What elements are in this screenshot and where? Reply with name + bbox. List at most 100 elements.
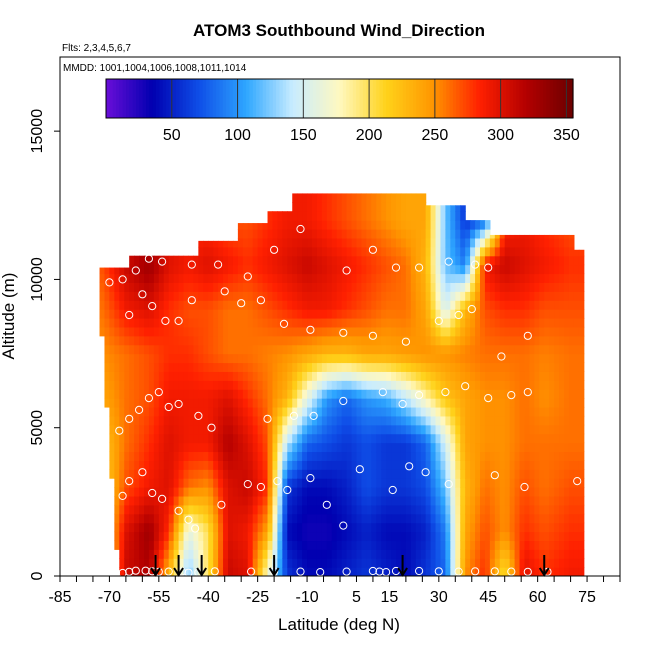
- heatmap-cell: [297, 469, 303, 479]
- heatmap-cell: [460, 371, 466, 381]
- heatmap-cell: [183, 522, 190, 533]
- heatmap-cell: [336, 415, 343, 426]
- heatmap-cell: [361, 522, 367, 533]
- heatmap-cell: [445, 220, 451, 230]
- heatmap-cell: [376, 460, 382, 470]
- heatmap-cell: [435, 549, 442, 559]
- heatmap-cell: [519, 513, 526, 524]
- heatmap-cell: [425, 291, 432, 301]
- heatmap-cell: [450, 389, 456, 399]
- heatmap-cell: [218, 451, 224, 461]
- heatmap-cell: [341, 424, 348, 435]
- heatmap-cell: [361, 317, 367, 328]
- y-tick-label: 15000: [29, 109, 46, 154]
- sample-point: [306, 474, 315, 483]
- heatmap-cell: [104, 317, 111, 328]
- heatmap-cell: [183, 442, 190, 453]
- heatmap-cell: [302, 424, 308, 435]
- heatmap-cell: [158, 549, 165, 559]
- heatmap-cell: [148, 478, 155, 488]
- heatmap-cell: [445, 558, 451, 568]
- heatmap-cell: [104, 389, 111, 399]
- heatmap-cell: [114, 344, 120, 355]
- heatmap-cell: [203, 451, 209, 461]
- heatmap-cell: [139, 380, 145, 390]
- heatmap-cell: [504, 237, 511, 248]
- heatmap-cell: [173, 398, 180, 408]
- heatmap-cell: [381, 237, 387, 248]
- heatmap-cell: [252, 540, 259, 550]
- heatmap-cell: [346, 237, 353, 248]
- heatmap-cell: [109, 469, 115, 479]
- heatmap-cell: [371, 344, 377, 355]
- heatmap-cell: [228, 406, 234, 417]
- heatmap-cell: [232, 380, 239, 390]
- heatmap-cell: [455, 205, 461, 212]
- heatmap-cell: [183, 495, 190, 506]
- heatmap-cell: [242, 317, 249, 328]
- heatmap-cell: [336, 389, 343, 399]
- heatmap-cell: [119, 487, 125, 497]
- heatmap-cell: [376, 273, 382, 283]
- heatmap-cell: [326, 202, 333, 212]
- heatmap-cell: [188, 487, 195, 497]
- heatmap-cell: [237, 540, 244, 550]
- heatmap-cell: [218, 549, 224, 559]
- heatmap-cell: [376, 522, 382, 533]
- heatmap-cell: [277, 433, 283, 444]
- heatmap-cell: [134, 531, 140, 542]
- heatmap-cell: [292, 264, 298, 275]
- sample-point: [507, 567, 516, 576]
- heatmap-cell: [272, 246, 279, 257]
- heatmap-cell: [361, 424, 367, 435]
- heatmap-cell: [114, 540, 120, 550]
- heatmap-cell: [292, 335, 298, 346]
- heatmap-cell: [549, 433, 555, 444]
- heatmap-cell: [252, 317, 259, 328]
- heatmap-cell: [213, 522, 219, 533]
- heatmap-cell: [198, 309, 204, 319]
- heatmap-cell: [564, 362, 570, 372]
- heatmap-cell: [134, 353, 140, 364]
- heatmap-cell: [559, 415, 565, 426]
- heatmap-cell: [247, 567, 254, 576]
- heatmap-cell: [396, 513, 402, 524]
- heatmap-cell: [410, 495, 417, 506]
- heatmap-cell: [578, 398, 585, 408]
- heatmap-cell: [277, 460, 283, 470]
- heatmap-cell: [228, 353, 234, 364]
- heatmap-cell: [524, 487, 531, 497]
- heatmap-cell: [509, 398, 516, 408]
- heatmap-cell: [504, 264, 511, 275]
- heatmap-cell: [504, 469, 511, 479]
- heatmap-cell: [183, 487, 190, 497]
- heatmap-cell: [183, 371, 190, 381]
- heatmap-cell: [465, 237, 471, 248]
- heatmap-cell: [371, 558, 377, 568]
- heatmap-cell: [144, 478, 150, 488]
- heatmap-cell: [252, 433, 259, 444]
- heatmap-cell: [114, 478, 120, 488]
- heatmap-cell: [534, 255, 540, 266]
- heatmap-cell: [351, 193, 358, 203]
- heatmap-cell: [489, 389, 496, 399]
- heatmap-cell: [366, 246, 372, 257]
- heatmap-cell: [524, 415, 531, 426]
- heatmap-cell: [356, 478, 363, 488]
- heatmap-cell: [539, 246, 545, 257]
- heatmap-cell: [282, 469, 288, 479]
- heatmap-cell: [430, 531, 437, 542]
- heatmap-cell: [158, 495, 165, 506]
- heatmap-cell: [331, 398, 338, 408]
- heatmap-cell: [568, 513, 575, 524]
- heatmap-cell: [430, 469, 437, 479]
- heatmap-cell: [307, 326, 313, 337]
- heatmap-cell: [277, 469, 283, 479]
- heatmap-cell: [361, 433, 367, 444]
- heatmap-cell: [242, 424, 249, 435]
- heatmap-cell: [480, 389, 486, 399]
- heatmap-cell: [153, 451, 160, 461]
- heatmap-cell: [480, 442, 486, 453]
- sample-point: [520, 482, 529, 492]
- heatmap-cell: [346, 202, 353, 212]
